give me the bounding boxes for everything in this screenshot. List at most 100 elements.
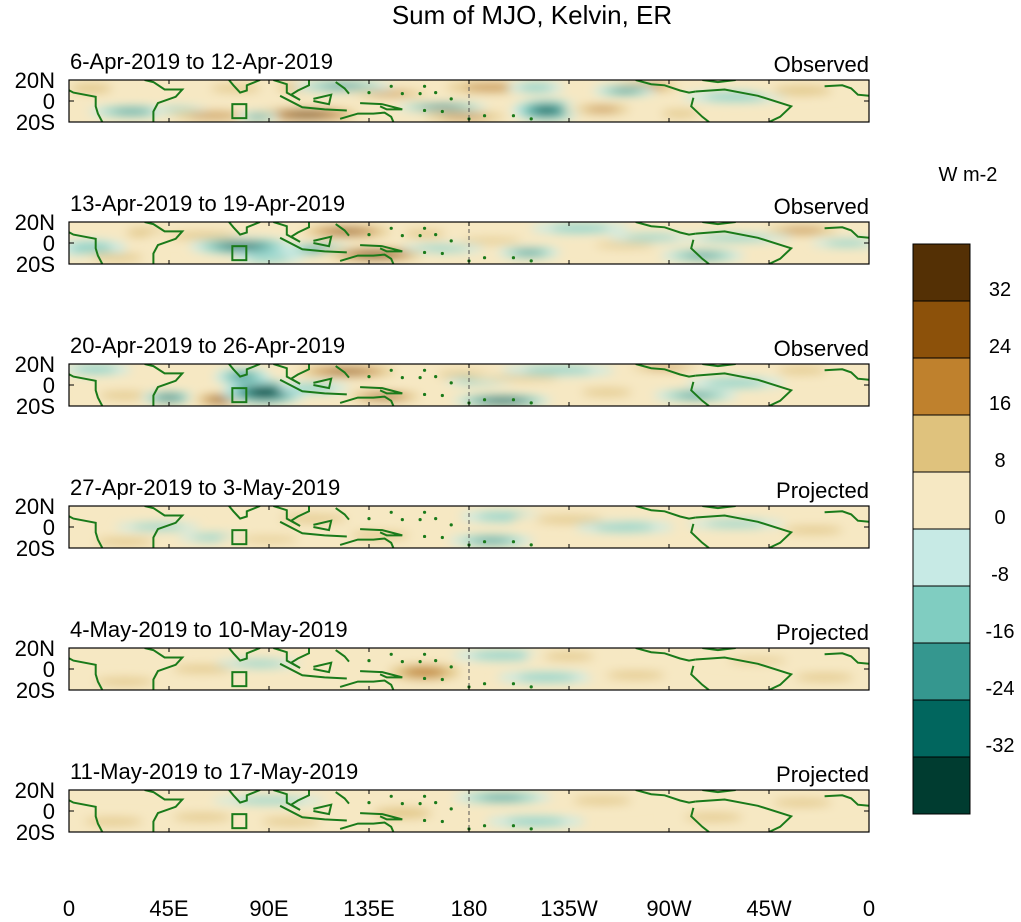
island-dot — [511, 114, 516, 118]
island-dot — [529, 827, 533, 831]
anomaly-contour — [572, 797, 633, 804]
coastline — [690, 665, 710, 690]
anomaly-field — [74, 649, 869, 688]
anomaly-contour — [239, 537, 299, 543]
y-tick-label: 0 — [43, 231, 55, 256]
island-dot — [422, 818, 427, 823]
coastline — [695, 798, 794, 832]
coastline — [279, 94, 347, 112]
anomaly-contour — [781, 228, 824, 233]
x-axis: 0 45E 90E 135E 180 135W 90W 45W 0 — [63, 896, 875, 921]
anomaly-contour — [92, 254, 144, 261]
island-dot — [422, 676, 427, 681]
panel-period: 27-Apr-2019 to 3-May-2019 — [70, 475, 340, 500]
island-dot — [434, 233, 438, 237]
panel-period: 6-Apr-2019 to 12-Apr-2019 — [70, 49, 333, 74]
y-tick-label: 0 — [43, 799, 55, 824]
y-tick-label: 0 — [43, 89, 55, 114]
island-dot — [511, 540, 516, 544]
coastline — [702, 222, 736, 226]
colorbar-units: W m-2 — [939, 164, 998, 186]
anomaly-contour — [776, 367, 828, 374]
anomaly-contour — [98, 392, 151, 399]
island-dot — [418, 234, 422, 238]
coastline — [339, 537, 395, 548]
anomaly-contour — [488, 399, 516, 403]
coastline — [824, 794, 869, 807]
x-tick-label: 0 — [863, 896, 875, 921]
coastline — [279, 378, 347, 396]
coastline — [279, 662, 347, 680]
colorbar-label: -24 — [986, 678, 1015, 700]
island-dot — [422, 534, 427, 539]
island-dot — [482, 256, 487, 260]
anomaly-contour — [684, 253, 721, 258]
x-tick-label: 180 — [451, 896, 488, 921]
coastline — [339, 679, 395, 690]
island-dot — [418, 802, 422, 806]
coastline — [335, 649, 350, 663]
coastline — [339, 395, 395, 406]
colorbar: W m-2 32 24 16 8 0 -8 -16 -24 -32 — [912, 164, 1015, 815]
island-dot — [422, 794, 427, 798]
colorbar-swatch — [912, 699, 971, 758]
anomaly-contour — [172, 665, 233, 673]
region-box — [231, 103, 248, 120]
region-box — [231, 245, 248, 262]
island-dot — [440, 251, 444, 256]
island-dot — [422, 368, 427, 372]
colorbar-swatch — [912, 243, 971, 302]
coastline — [335, 223, 350, 237]
anomaly-contour — [605, 672, 666, 679]
island-dot — [449, 381, 453, 385]
coastline — [313, 235, 333, 248]
anomaly-contour — [581, 389, 633, 396]
coastline — [690, 97, 710, 122]
anomaly-contour — [69, 243, 113, 254]
anomaly-contour — [660, 110, 700, 117]
coastline — [313, 661, 333, 674]
island-dot — [482, 540, 487, 544]
coastline — [144, 364, 185, 406]
island-dot — [440, 109, 444, 114]
island-dot — [511, 256, 516, 260]
coastline — [273, 80, 310, 101]
x-tick-label: 90W — [646, 896, 691, 921]
anomaly-contour — [426, 105, 458, 109]
anomaly-contour — [794, 674, 855, 681]
coastline — [360, 386, 403, 395]
anomaly-contour — [610, 88, 639, 93]
panel-status: Observed — [774, 52, 869, 77]
island-dot — [434, 91, 438, 95]
anomaly-contour — [594, 523, 655, 531]
colorbar-swatch — [912, 642, 971, 701]
island-dot — [482, 398, 487, 402]
coastline — [144, 790, 185, 832]
coastline — [144, 80, 185, 122]
anomaly-contour — [505, 818, 566, 825]
coastline — [695, 88, 794, 122]
anomaly-field — [69, 80, 853, 122]
island-dot — [449, 807, 453, 811]
coastlines — [69, 80, 869, 122]
island-dot — [389, 652, 393, 656]
coastline — [695, 230, 794, 264]
island-dot — [367, 233, 371, 237]
anomaly-contour — [209, 397, 231, 402]
coastline — [228, 80, 261, 94]
y-tick-label: 20S — [16, 252, 55, 277]
coastline — [360, 670, 403, 679]
anomaly-contour — [516, 674, 577, 681]
anomaly-contour — [261, 818, 322, 825]
anomaly-contour — [461, 238, 522, 244]
island-dot — [529, 259, 533, 263]
coastline — [702, 364, 736, 368]
island-dot — [389, 794, 393, 798]
island-dot — [482, 114, 487, 118]
island-dot — [418, 376, 422, 380]
island-dot — [418, 660, 422, 664]
y-tick-label: 20S — [16, 110, 55, 135]
island-dot — [422, 392, 427, 397]
